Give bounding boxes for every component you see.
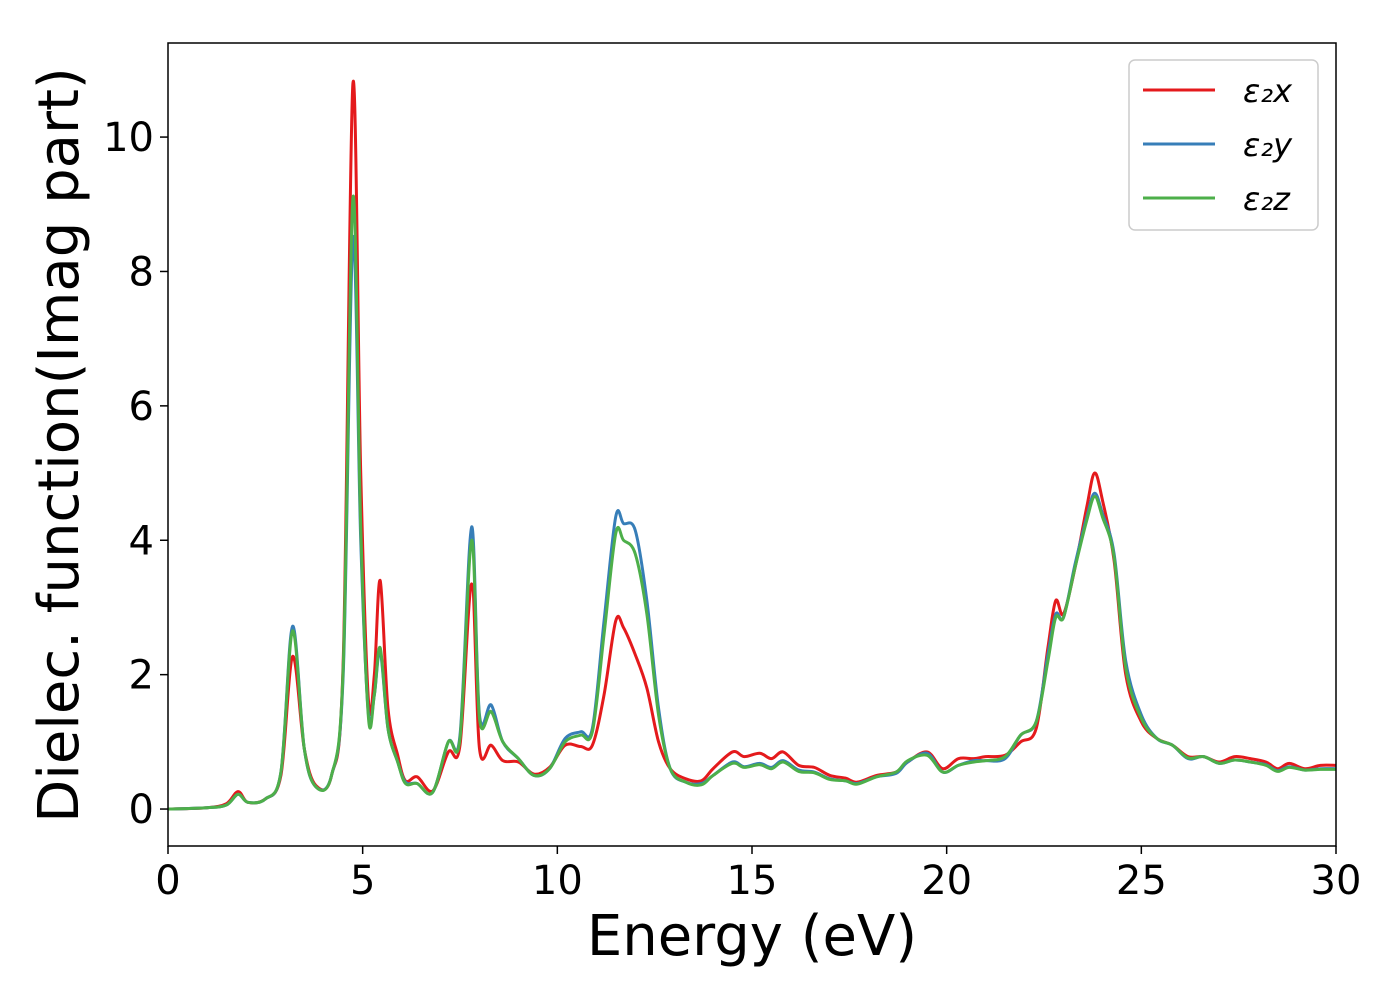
x-tick-label: 10 — [532, 858, 583, 904]
ticks-layer: 0 5 10 15 20 25 30 0 2 4 6 8 10 — [103, 115, 1361, 904]
legend-entries: ε₂x ε₂y ε₂z — [1143, 72, 1293, 218]
x-axis-label: Energy (eV) — [587, 904, 917, 969]
y-tick-label: 10 — [103, 115, 154, 161]
legend-label-1: ε₂y — [1243, 126, 1293, 164]
y-tick-label: 0 — [129, 787, 154, 833]
legend-label-0: ε₂x — [1243, 72, 1293, 110]
y-tick-label: 8 — [129, 249, 154, 295]
y-tick-label: 2 — [129, 653, 154, 699]
y-axis-label: Dielec. function(Imag part) — [27, 67, 92, 823]
y-tick-label: 4 — [129, 518, 154, 564]
x-tick-label: 0 — [155, 858, 180, 904]
legend: ε₂x ε₂y ε₂z — [1128, 59, 1319, 231]
series-line-1 — [167, 234, 1337, 811]
series-line-2 — [167, 194, 1337, 811]
x-tick-label: 30 — [1311, 858, 1362, 904]
x-tick-label: 5 — [350, 858, 375, 904]
x-tick-label: 15 — [727, 858, 778, 904]
y-tick-label: 6 — [129, 384, 154, 430]
legend-box — [1128, 59, 1319, 231]
x-tick-label: 25 — [1116, 858, 1167, 904]
legend-label-2: ε₂z — [1243, 180, 1291, 218]
x-tick-label: 20 — [921, 858, 972, 904]
series-layer — [167, 79, 1337, 811]
